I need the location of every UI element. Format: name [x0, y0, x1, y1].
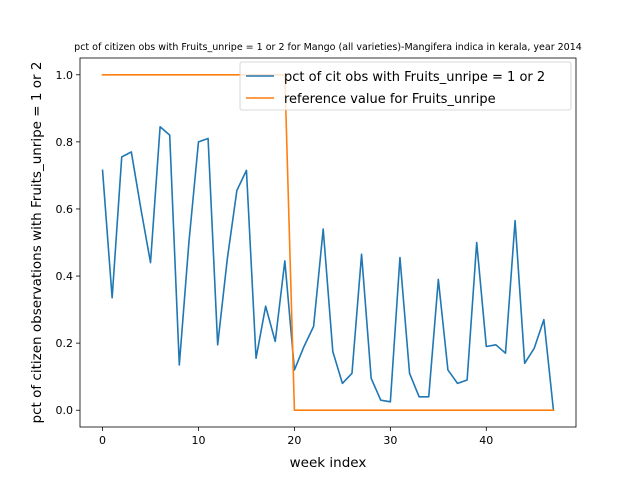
y-tick-label: 0.2 [56, 337, 74, 350]
chart-title: pct of citizen obs with Fruits_unripe = … [74, 42, 582, 53]
y-tick-label: 0.0 [56, 404, 74, 417]
series-line-0 [101, 125, 555, 412]
y-axis-label: pct of citizen observations with Fruits_… [29, 62, 45, 424]
x-tick-label: 0 [99, 434, 106, 447]
legend-label-0: pct of cit obs with Fruits_unripe = 1 or… [284, 70, 545, 85]
legend: pct of cit obs with Fruits_unripe = 1 or… [239, 61, 572, 111]
legend-label-1: reference value for Fruits_unripe [284, 92, 496, 107]
plot-frame [79, 57, 577, 428]
y-axis: 0.0 0.2 0.4 0.6 0.8 1.0 [56, 69, 80, 417]
x-axis: 0 10 20 30 40 [99, 427, 493, 447]
y-tick-label: 0.6 [56, 203, 74, 216]
y-tick-label: 0.8 [56, 136, 74, 149]
x-tick-label: 20 [287, 434, 301, 447]
plot-area [101, 73, 555, 412]
series-line-1 [101, 73, 555, 412]
legend-box [239, 61, 572, 111]
x-tick-label: 10 [191, 434, 205, 447]
x-tick-label: 30 [383, 434, 397, 447]
y-tick-label: 1.0 [56, 69, 74, 82]
y-tick-label: 0.4 [56, 270, 74, 283]
x-axis-label: week index [290, 455, 367, 471]
x-tick-label: 40 [479, 434, 493, 447]
